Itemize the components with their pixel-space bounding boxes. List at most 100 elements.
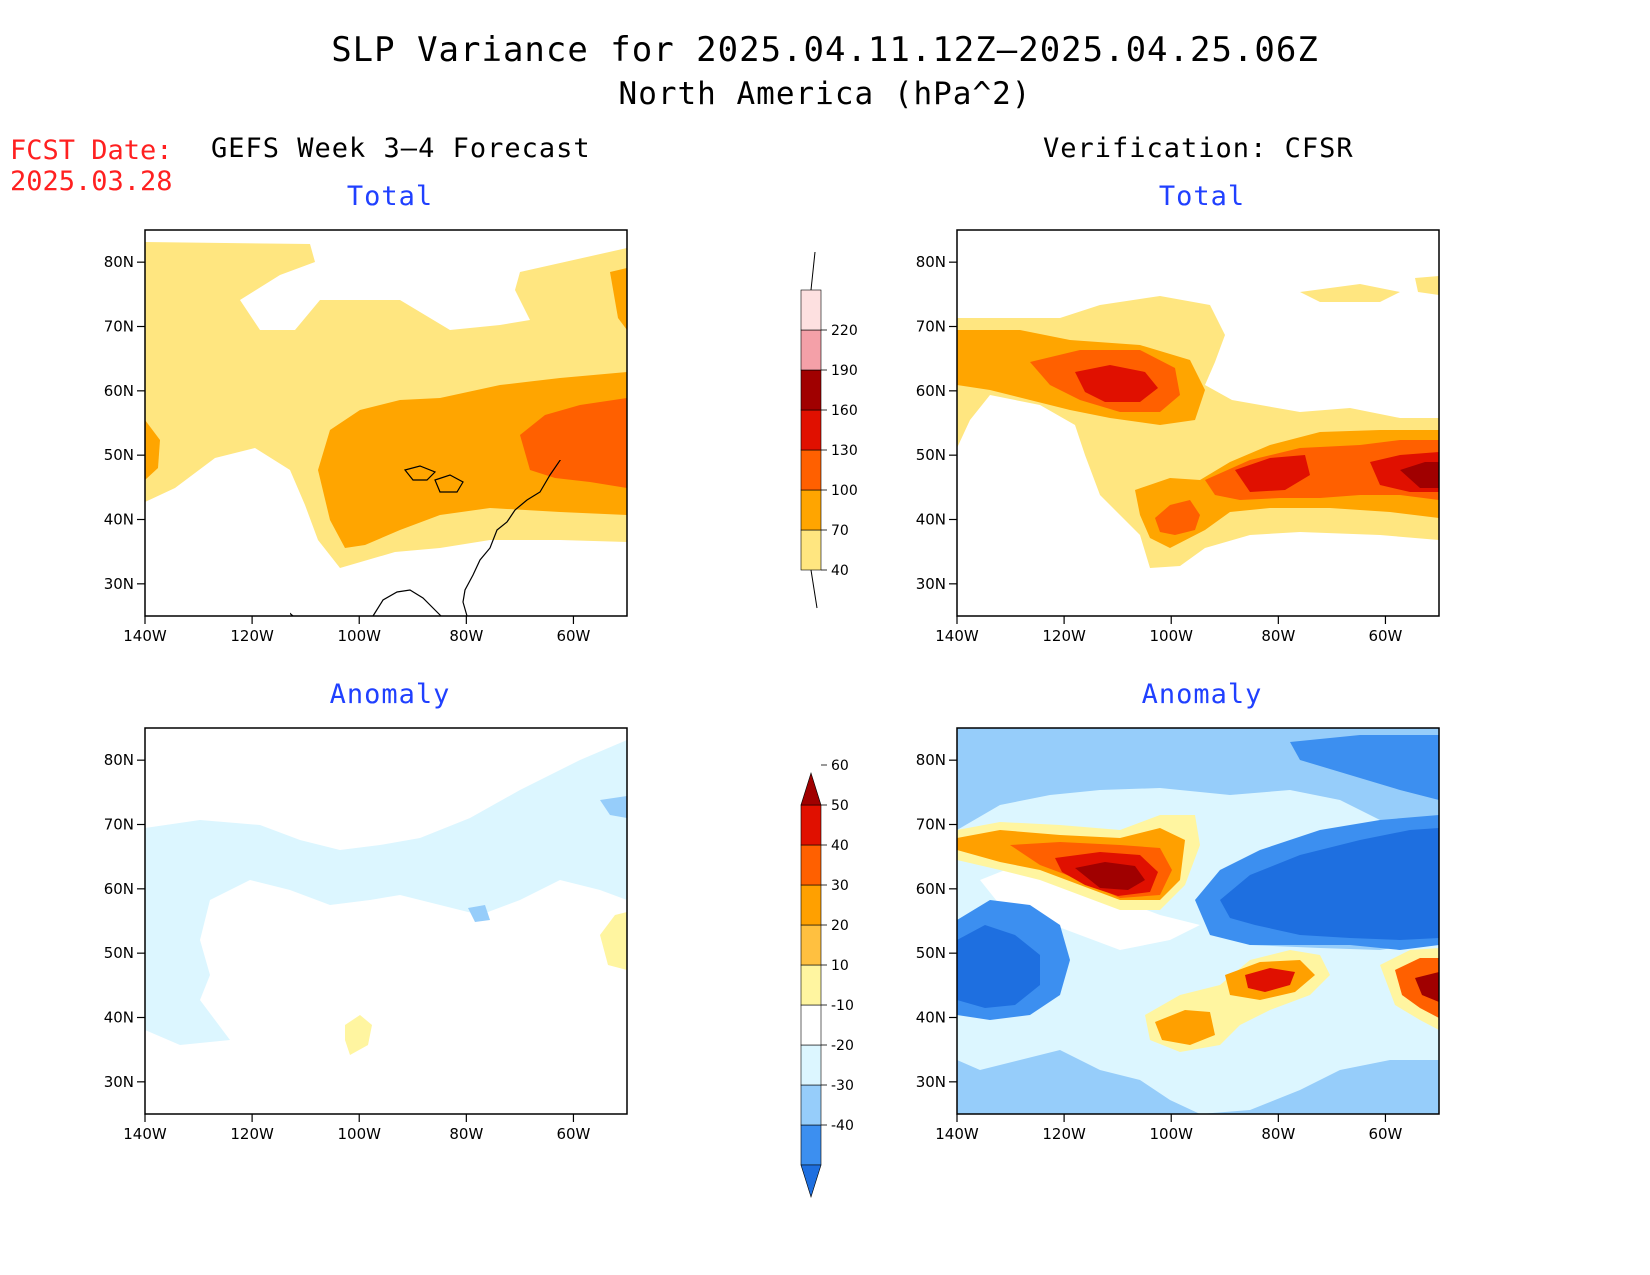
- coastline-path: [240, 786, 305, 806]
- colorbar-total: 40 70 100 130 160 190 220: [800, 251, 858, 609]
- coastline-path: [1242, 244, 1342, 270]
- contour-fill-100: [520, 398, 627, 488]
- colorbar-label: 10: [831, 958, 849, 974]
- contour-fill-pos60-east: [1415, 972, 1439, 1002]
- contour-fill-40-ne: [1300, 284, 1400, 302]
- right-column-title: Verification: CFSR: [1043, 133, 1354, 164]
- shading-forecast-total: [145, 242, 627, 568]
- coastline-path: [350, 782, 415, 802]
- axes-layer: 140W 120W 100W 80W 60W80N70N60N50N40N30N140W…: [104, 253, 1403, 1143]
- coastline-forecast-total: [290, 240, 615, 617]
- contour-fill-neg20-east: [600, 796, 627, 818]
- colorbar-label: 30: [831, 878, 849, 894]
- left-column-title: GEFS Week 3–4 Forecast: [211, 133, 591, 164]
- colorbar-swatch: [800, 489, 822, 531]
- lat-tick-label: 50N: [104, 944, 134, 962]
- coastline-path: [435, 286, 485, 312]
- lon-tick-label: 140W: [123, 1125, 167, 1143]
- colorbar-arrow-high: [800, 771, 822, 806]
- lat-tick-label: 70N: [104, 816, 134, 834]
- coastline-path: [435, 973, 463, 990]
- colorbar-label: 70: [831, 523, 849, 539]
- coastline-path: [335, 750, 420, 776]
- panel-title-forecast-anomaly: Anomaly: [329, 679, 451, 710]
- colorbar-label: 100: [831, 483, 858, 499]
- coastline-path: [1185, 590, 1253, 616]
- axes-verification-anomaly: 140W 120W 100W 80W 60W 80N 70N 60N 50N 40N 30N: [916, 751, 1403, 1143]
- lon-tick-label: 100W: [1149, 1125, 1193, 1143]
- contour-fill-40-ne2: [1415, 276, 1439, 295]
- contour-fill-neg20-bay: [468, 905, 490, 922]
- lat-tick-label: 30N: [104, 1073, 134, 1091]
- colorbar-swatch: [800, 369, 822, 411]
- lat-tick-label: 80N: [916, 253, 946, 271]
- colorbar-swatch: [800, 1124, 822, 1166]
- colorbar-label: -30: [831, 1078, 854, 1094]
- map-panel-forecast-anomaly: [144, 727, 628, 1115]
- axes-verification-total: 140W 120W 100W 80W 60W 80N 70N 60N 50N 40N 30N: [916, 253, 1403, 645]
- lon-tick-label: 120W: [1042, 627, 1086, 645]
- lon-tick-label: 120W: [230, 627, 274, 645]
- lat-tick-label: 50N: [104, 446, 134, 464]
- contour-fill-130-west: [1075, 365, 1158, 402]
- forecast-date-block: FCST Date: 2025.03.28: [10, 135, 173, 197]
- lon-tick-label: 60W: [1368, 1125, 1402, 1143]
- shading-forecast-anomaly: [145, 740, 627, 1055]
- panel-title-verification-total: Total: [1158, 181, 1246, 212]
- coastline-path: [1247, 286, 1297, 312]
- coastline-path: [355, 932, 375, 952]
- coastline-path: [430, 742, 530, 768]
- colorbar-label: 160: [831, 403, 858, 419]
- lon-tick-label: 100W: [337, 1125, 381, 1143]
- coastline-path: [1317, 240, 1427, 252]
- colorbar-swatch: [800, 449, 822, 491]
- colorbar-label: 130: [831, 443, 858, 459]
- coastline-path: [1067, 262, 1142, 282]
- contour-fill-70-ne: [610, 268, 627, 330]
- lat-tick-label: 50N: [916, 944, 946, 962]
- lon-tick-label: 120W: [1042, 1125, 1086, 1143]
- colorbar-swatch: [800, 409, 822, 451]
- colorbar-swatch: [800, 1084, 822, 1126]
- colorbar-swatch: [800, 289, 822, 331]
- coastline-path: [505, 240, 615, 252]
- lat-tick-label: 80N: [104, 253, 134, 271]
- coastline-path: [335, 252, 420, 278]
- forecast-date-value: 2025.03.28: [10, 166, 173, 197]
- contour-fill-neg30-north: [1290, 735, 1439, 800]
- colorbar-label: -10: [831, 998, 854, 1014]
- contour-fill-pos60-northwest: [1075, 862, 1145, 890]
- lon-tick-label: 80W: [1261, 1125, 1295, 1143]
- colorbar-swatch: [800, 329, 822, 371]
- coastline-path: [373, 1088, 441, 1114]
- lat-tick-label: 60N: [104, 382, 134, 400]
- lat-tick-label: 60N: [916, 382, 946, 400]
- coastline-path: [435, 784, 485, 810]
- lon-tick-label: 140W: [935, 627, 979, 645]
- colorbar-label: 220: [831, 323, 858, 339]
- colorbar-swatch: [800, 964, 822, 1006]
- colorbar-label: -40: [831, 1118, 854, 1134]
- lon-tick-label: 60W: [1368, 627, 1402, 645]
- contour-fill-100-mid: [1155, 500, 1200, 535]
- lat-tick-label: 80N: [916, 751, 946, 769]
- colorbar-label: 20: [831, 918, 849, 934]
- contour-fill-neg10-white: [980, 860, 1200, 950]
- lon-tick-label: 60W: [556, 1125, 590, 1143]
- shading-verification-anomaly: [957, 728, 1439, 1114]
- forecast-date-label: FCST Date:: [10, 135, 173, 166]
- coastline-path: [403, 465, 437, 481]
- shading-verification-total: [957, 276, 1439, 568]
- lon-tick-label: 80W: [1261, 627, 1295, 645]
- lat-tick-label: 70N: [916, 318, 946, 336]
- contour-fill-160-east: [1400, 462, 1439, 488]
- contour-fill-pos10-south: [345, 1015, 372, 1055]
- colorbar-label: 190: [831, 363, 858, 379]
- colorbar-tail-high: [810, 251, 816, 291]
- map-panel-verification-total: [956, 229, 1440, 617]
- lat-tick-label: 60N: [104, 880, 134, 898]
- lon-tick-label: 140W: [123, 627, 167, 645]
- panel-title-forecast-total: Total: [346, 181, 434, 212]
- coastline-path: [434, 474, 464, 493]
